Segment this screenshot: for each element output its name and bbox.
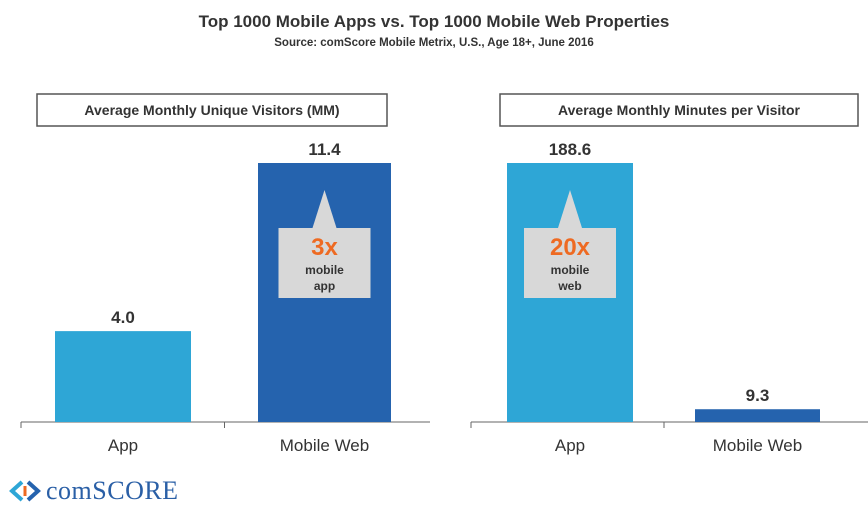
- panel-1-callout-line1: mobile: [305, 263, 344, 277]
- panel-2-bar-mobile-web: [695, 409, 820, 422]
- panel-1-category-label-1: App: [108, 436, 138, 455]
- panel-1-bar-app: [55, 331, 191, 422]
- panel-2-callout-line1: mobile: [551, 263, 590, 277]
- panel-2-callout-multiplier: 20x: [550, 234, 591, 261]
- panel-2-callout-line2: web: [557, 279, 581, 293]
- panel-1-callout-multiplier: 3x: [311, 234, 338, 261]
- panel-1-value-label-1: 4.0: [111, 308, 135, 327]
- panel-2-callout-pointer: [558, 190, 582, 228]
- panel-1-value-label-2: 11.4: [308, 140, 341, 159]
- panel-1-category-label-2: Mobile Web: [280, 436, 369, 455]
- panel-2-value-label-2: 9.3: [746, 386, 770, 405]
- chart-title: Top 1000 Mobile Apps vs. Top 1000 Mobile…: [198, 12, 670, 31]
- panel-2-value-label-1: 188.6: [549, 140, 592, 159]
- panel-1-callout-line2: app: [314, 279, 335, 293]
- panel-1-callout-box: [278, 228, 371, 298]
- panel-2-category-label-2: Mobile Web: [713, 436, 802, 455]
- panel-2-title-box: [499, 93, 859, 127]
- panel-2-category-label-1: App: [555, 436, 585, 455]
- panel-1-callout-pointer: [312, 190, 337, 228]
- comscore-logo: comSCORE: [8, 476, 179, 506]
- chart-subtitle: Source: comScore Mobile Metrix, U.S., Ag…: [274, 37, 594, 49]
- panel-1-title-box: [36, 93, 388, 127]
- panel-2-callout-box: [524, 228, 616, 298]
- comscore-logo-icon: [9, 480, 41, 502]
- bar-charts: Average Monthly Unique Visitors (MM) 4.0 A…: [20, 93, 868, 455]
- comscore-logo-text: comSCORE: [46, 476, 179, 505]
- panel-1-title: Average Monthly Unique Visitors (MM): [84, 102, 339, 118]
- panel-2-title: Average Monthly Minutes per Visitor: [558, 102, 800, 118]
